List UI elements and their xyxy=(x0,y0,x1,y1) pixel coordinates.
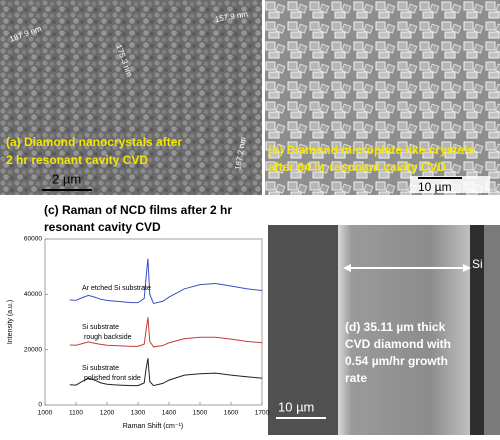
arrow-head xyxy=(343,264,351,272)
x-tick-label: 1200 xyxy=(100,410,115,417)
sem-image-a xyxy=(0,0,262,195)
spectrum-line xyxy=(69,358,263,387)
panel-label: after 64 hr resonant cavity CVD xyxy=(268,160,446,174)
panel-label: (a) Diamond nanocrystals after xyxy=(6,135,182,149)
x-tick-label: 1300 xyxy=(131,410,146,417)
diamond-layer xyxy=(338,225,470,435)
y-axis-label: Intensity (a.u.) xyxy=(7,300,14,344)
layer-label: Si xyxy=(472,257,483,271)
scale-label: 10 µm xyxy=(418,180,452,194)
x-tick-label: 1000 xyxy=(38,410,53,417)
sem-image-b xyxy=(265,0,500,195)
arrow-head xyxy=(463,264,471,272)
panel-label: rate xyxy=(345,371,367,385)
plot-frame xyxy=(44,238,263,406)
annotation: Si substrate xyxy=(82,324,119,331)
panel-label: CVD diamond with xyxy=(345,337,451,351)
panel-label: (d) 35.11 µm thick xyxy=(345,320,446,334)
annotation: Si substrate xyxy=(82,365,119,372)
chart-title: resonant cavity CVD xyxy=(44,220,161,234)
spectrum-line xyxy=(69,258,263,305)
y-tick-label: 20000 xyxy=(24,346,42,353)
scale-label: 10 µm xyxy=(278,399,314,414)
y-tick-label: 40000 xyxy=(24,291,42,298)
scale-label: 2 µm xyxy=(52,171,81,186)
chart-title: (c) Raman of NCD films after 2 hr xyxy=(44,203,232,217)
y-tick-label: 60000 xyxy=(24,236,42,243)
x-tick-label: 1600 xyxy=(224,410,239,417)
x-tick-label: 1700 xyxy=(255,410,270,417)
annotation: Ar etched Si substrate xyxy=(82,285,151,292)
y-tick-label: 0 xyxy=(38,402,42,409)
spectrum-line xyxy=(69,317,263,348)
annotation: polished front side xyxy=(84,375,141,382)
interface xyxy=(470,225,484,435)
panel-label: 0.54 µm/hr growth xyxy=(345,354,448,368)
annotation: rough backside xyxy=(84,334,132,341)
panel-label: 2 hr resonant cavity CVD xyxy=(6,153,148,167)
x-tick-label: 1100 xyxy=(69,410,83,417)
panel-label: (b) Diamond microplate like crystals xyxy=(268,143,474,157)
si-substrate xyxy=(484,225,500,435)
x-axis-label: Raman Shift (cm⁻¹) xyxy=(123,423,183,430)
scale-box xyxy=(410,176,490,193)
x-tick-label: 1400 xyxy=(162,410,177,417)
x-tick-label: 1500 xyxy=(193,410,208,417)
